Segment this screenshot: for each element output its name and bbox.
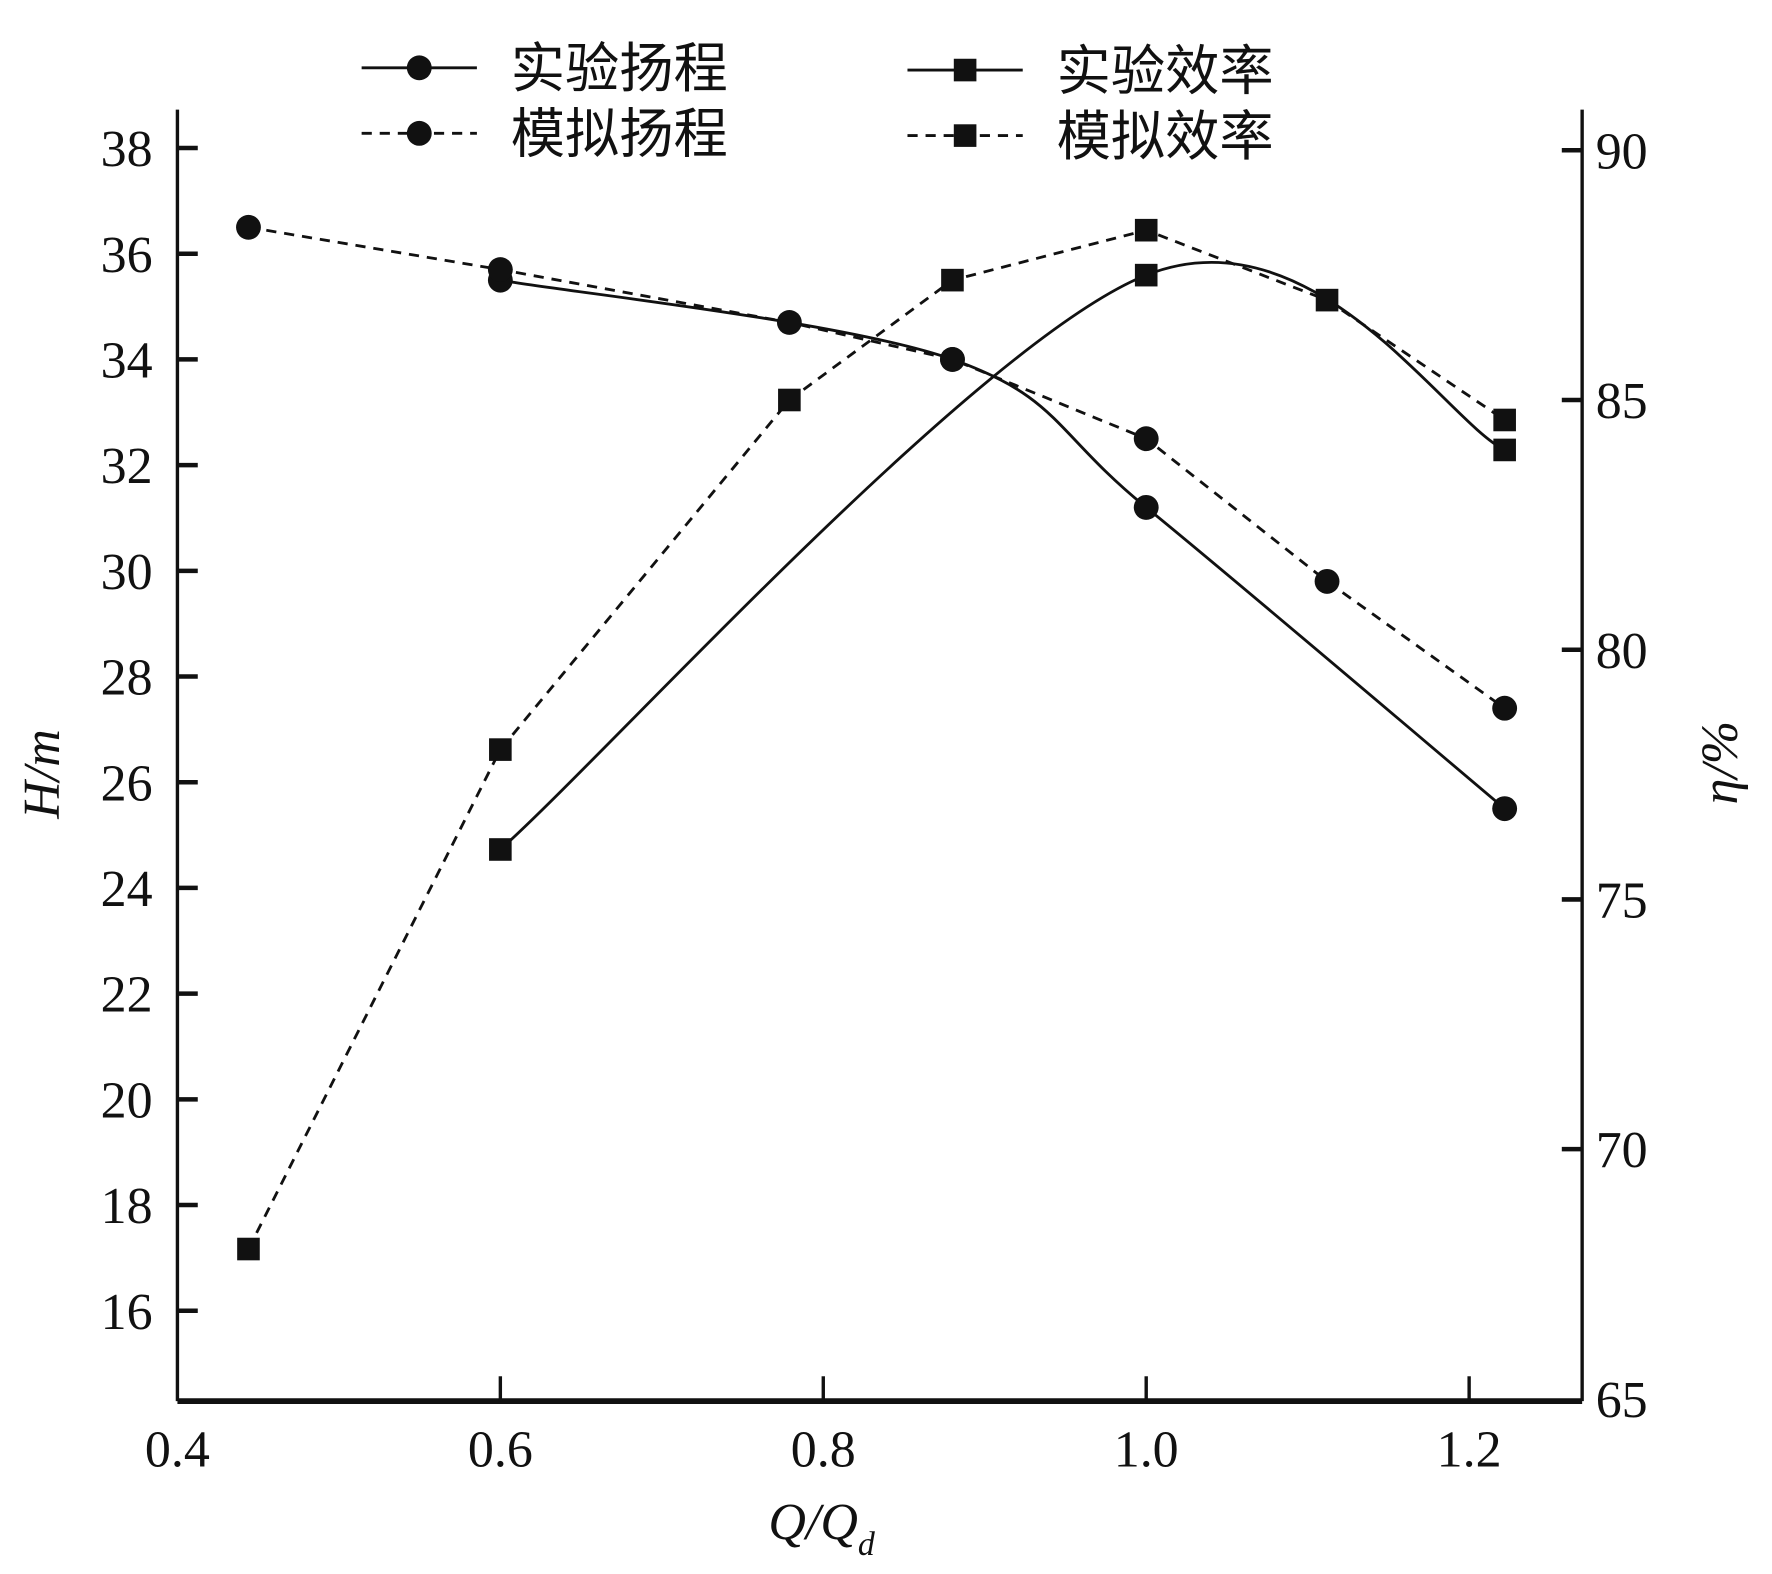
y-right-tick-label: 80	[1596, 623, 1648, 680]
y-right-tick-label: 65	[1596, 1372, 1648, 1429]
y-left-tick-label: 34	[101, 333, 153, 390]
data-point	[489, 738, 512, 761]
data-point	[489, 838, 512, 861]
legend-label: 模拟扬程	[511, 105, 728, 165]
y-right-tick-label: 70	[1596, 1122, 1648, 1179]
series-line	[500, 278, 1506, 810]
data-point	[1133, 426, 1159, 452]
legend-marker	[406, 120, 432, 146]
axes: 0.4 0.6 0.8 1.0 1.2 16 18 20 22 24 26 28 30 32 34 36 38 6…	[101, 109, 1648, 1479]
data-point	[941, 268, 964, 292]
legend-marker	[406, 55, 432, 81]
y-left-tick-label: 16	[101, 1284, 153, 1341]
x-tick-label: 1.2	[1437, 1422, 1502, 1479]
series-3	[237, 218, 1516, 1261]
data-point	[237, 1237, 260, 1261]
y-left-tick-label: 20	[101, 1072, 153, 1129]
data-point	[1315, 288, 1339, 312]
legend-marker	[953, 124, 977, 147]
y-left-tick-label: 24	[101, 861, 153, 918]
legend-item: 模拟扬程	[361, 105, 728, 165]
series-0	[487, 267, 1518, 822]
legend-label: 实验扬程	[511, 39, 728, 99]
series-2	[489, 260, 1516, 861]
data-point	[1492, 796, 1518, 822]
y-left-tick-label: 36	[101, 227, 153, 284]
data-point	[940, 346, 965, 372]
legend-marker	[953, 58, 977, 82]
data-point	[1493, 438, 1516, 462]
legend-item: 实验扬程	[361, 39, 728, 99]
data-point	[1134, 263, 1158, 287]
y-left-tick-label: 32	[101, 438, 153, 495]
y-left-tick-label: 18	[101, 1178, 153, 1235]
y-left-tick-label: 30	[101, 544, 153, 601]
x-tick-label: 0.6	[468, 1422, 533, 1479]
x-axis-label: Q/Qd	[768, 1494, 876, 1563]
y-right-axis-label: η/%	[1692, 721, 1749, 805]
data-point	[1134, 218, 1158, 242]
y-left-tick-label: 28	[101, 650, 153, 707]
x-tick-label: 1.0	[1114, 1422, 1179, 1479]
data-point	[776, 309, 802, 335]
x-tick-label: 0.8	[791, 1422, 856, 1479]
legend-label: 实验效率	[1057, 41, 1274, 101]
x-tick-label: 0.4	[145, 1422, 210, 1479]
y-left-tick-label: 22	[101, 967, 153, 1024]
y-right-tick-label: 90	[1596, 123, 1648, 180]
series-line	[247, 228, 1506, 1250]
data-point	[236, 214, 261, 240]
legend-item: 模拟效率	[907, 107, 1274, 167]
data-point	[1314, 568, 1340, 594]
data-point	[778, 388, 801, 412]
data-point	[1492, 695, 1518, 721]
y-left-tick-label: 26	[101, 755, 153, 812]
series-layer	[236, 214, 1518, 1261]
y-left-tick-label: 38	[101, 121, 153, 178]
legend-item: 实验效率	[907, 41, 1274, 101]
series-1	[236, 214, 1518, 721]
series-line	[499, 260, 1506, 851]
y-right-tick-label: 75	[1596, 873, 1648, 930]
data-point	[1133, 494, 1159, 520]
data-point	[1493, 408, 1516, 432]
data-point	[487, 257, 513, 283]
y-right-tick-label: 85	[1596, 373, 1648, 430]
y-left-axis-label: H/m	[14, 729, 71, 819]
legend-label: 模拟效率	[1057, 107, 1274, 167]
